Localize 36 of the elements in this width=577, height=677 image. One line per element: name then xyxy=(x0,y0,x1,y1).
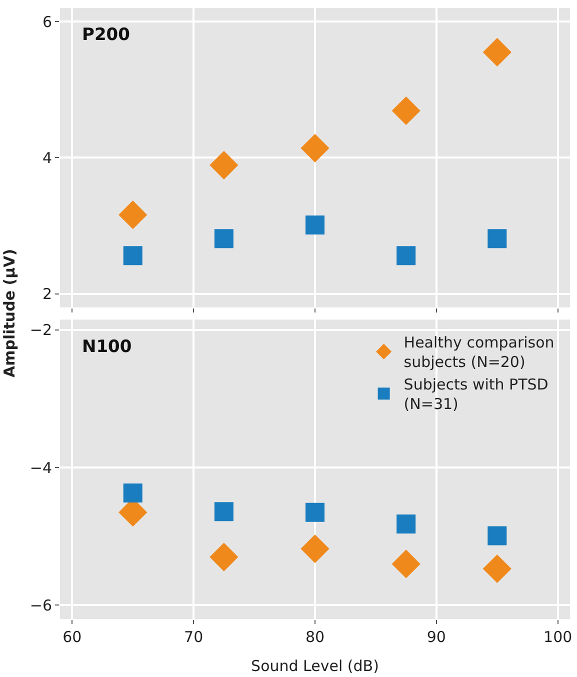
y-tick-label: −6 xyxy=(30,596,52,614)
text: P200 xyxy=(82,25,130,45)
legend-label: Healthy comparison subjects (N=20) xyxy=(404,334,554,372)
x-tick-label: 60 xyxy=(62,628,82,646)
point xyxy=(482,38,512,67)
legend-label: Subjects with PTSD (N=31) xyxy=(404,376,548,414)
text: N100 xyxy=(82,337,132,357)
y-tick-label: −4 xyxy=(30,458,52,477)
y-tick-label: 6 xyxy=(42,12,52,31)
point xyxy=(300,134,330,162)
point xyxy=(392,96,420,126)
point xyxy=(306,502,324,522)
y-tick-label: 2 xyxy=(42,285,52,304)
point xyxy=(488,229,507,248)
y-axis-title: Amplitude (μV) xyxy=(0,248,18,378)
point xyxy=(123,246,142,266)
x-tick-label: 80 xyxy=(305,628,325,646)
point xyxy=(214,229,234,248)
y-tick-label: −2 xyxy=(30,321,52,340)
point xyxy=(396,514,416,534)
point xyxy=(306,216,324,235)
point xyxy=(300,534,330,564)
x-tick-label: 90 xyxy=(426,628,446,646)
x-tick-label: 100 xyxy=(544,628,572,646)
point xyxy=(210,150,238,180)
x-axis-title: Sound Level (dB) xyxy=(251,657,379,675)
point xyxy=(488,526,507,546)
point xyxy=(123,484,142,503)
x-tick-label: 70 xyxy=(184,628,204,646)
point xyxy=(118,200,148,230)
point xyxy=(210,542,238,572)
point xyxy=(392,550,420,578)
y-tick-label: 4 xyxy=(42,148,52,167)
point xyxy=(396,246,416,266)
point xyxy=(214,502,234,522)
point xyxy=(482,554,512,584)
